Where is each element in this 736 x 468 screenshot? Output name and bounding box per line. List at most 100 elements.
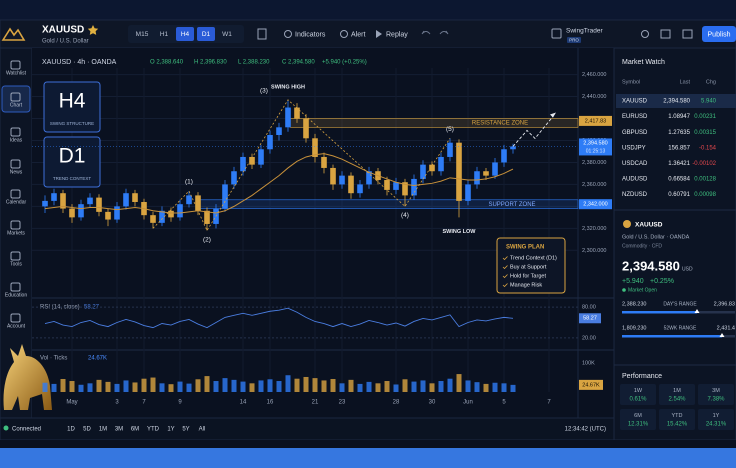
redo-icon[interactable]	[439, 30, 449, 35]
sidebar-icon	[10, 251, 21, 261]
volume-bar	[240, 381, 246, 392]
rsi-title: RSI (14, close)	[40, 305, 80, 311]
camera-icon[interactable]	[660, 29, 671, 39]
volume-value: 24.67K	[88, 356, 107, 362]
candle-body	[78, 204, 84, 218]
candle-body	[69, 208, 75, 218]
range-high: 2,431.4	[717, 325, 735, 331]
zone-price-label: 2,342.000	[583, 202, 607, 208]
range-button[interactable]: 5D	[83, 427, 91, 433]
sidebar-label[interactable]: Markets	[7, 230, 25, 236]
performance-cell	[620, 384, 656, 405]
wave-label: (1)	[185, 179, 193, 186]
sidebar-label[interactable]: News	[10, 169, 23, 175]
chart-title: XAUUSD · 4h · OANDA	[42, 59, 117, 66]
sidebar-icon	[10, 189, 21, 199]
range-button[interactable]: 3M	[115, 427, 123, 433]
volume-bar	[510, 384, 516, 392]
zone-price-tag	[579, 115, 612, 126]
candle-body	[168, 210, 174, 218]
detail-change-pct: +0.25%	[650, 278, 674, 285]
volume-bar	[348, 379, 354, 392]
column-header: Last	[680, 79, 691, 85]
candle-body	[366, 171, 372, 185]
volume-bar	[114, 383, 120, 392]
range-button[interactable]: 5Y	[182, 427, 189, 433]
range-high: 2,396.83	[714, 301, 735, 307]
timeframe-button[interactable]	[176, 27, 194, 41]
sidebar-label[interactable]: Tools	[10, 261, 22, 267]
settings-icon[interactable]	[641, 30, 649, 38]
timeframe-label[interactable]: D1	[202, 31, 211, 38]
x-tick-label: 21	[312, 400, 319, 406]
undo-icon[interactable]	[421, 30, 431, 35]
rsi-line	[44, 307, 514, 329]
swing-label: SWING HIGH	[271, 84, 305, 90]
toolbar-button[interactable]: Replay	[386, 31, 408, 38]
range-button[interactable]: 1M	[99, 427, 107, 433]
candle-body	[51, 193, 57, 201]
range-title: 52WK RANGE	[664, 325, 697, 331]
check-icon	[502, 256, 508, 261]
y-tick-label: 2,440.000	[582, 94, 606, 100]
timeframe-label[interactable]: H1	[160, 31, 169, 38]
sidebar-label[interactable]: Account	[7, 323, 26, 329]
candle-body	[177, 204, 183, 218]
candle-body	[402, 182, 408, 196]
range-button[interactable]: 1D	[67, 427, 75, 433]
wave-label: (2)	[203, 236, 211, 243]
sidebar-label[interactable]: Watchlist	[6, 70, 27, 76]
watch-cell: 0.00315	[694, 130, 716, 136]
timeframe-label[interactable]: M15	[136, 31, 149, 38]
range-button[interactable]: 1Y	[167, 427, 174, 433]
range-button[interactable]: All	[199, 427, 206, 433]
candle-body	[465, 184, 471, 201]
toolbar-button[interactable]: Alert	[351, 31, 365, 38]
clock: 12:34:42 (UTC)	[565, 427, 606, 433]
sidebar-label[interactable]: Chart	[10, 102, 23, 108]
candle-body	[348, 175, 354, 194]
zone-price-tag	[579, 199, 612, 210]
zone-label: SUPPORT ZONE	[488, 202, 535, 208]
toolbar-button[interactable]: Indicators	[295, 31, 326, 38]
connection-dot	[3, 425, 9, 431]
range-button[interactable]: 6M	[131, 427, 139, 433]
volume-bar	[294, 378, 300, 392]
detail-currency: USD	[682, 266, 693, 272]
layout-icon[interactable]	[257, 28, 267, 40]
fullscreen-icon[interactable]	[682, 29, 693, 39]
account-name: SwingTrader	[566, 28, 603, 35]
timeframe-label[interactable]: W1	[222, 31, 232, 38]
performance-period: YTD	[672, 413, 683, 419]
x-tick-label: 16	[267, 400, 274, 406]
sidebar-label[interactable]: Education	[5, 292, 27, 298]
volume-bar	[438, 381, 444, 392]
candle-body	[42, 200, 48, 207]
volume-bar	[375, 383, 381, 392]
candle-body	[429, 164, 435, 172]
volume-bar	[357, 383, 363, 392]
volume-bar	[78, 384, 84, 392]
candle-body	[501, 149, 507, 163]
candle-body	[204, 210, 210, 224]
volume-bar	[429, 383, 435, 392]
range-button[interactable]: YTD	[147, 427, 160, 433]
publish-label[interactable]: Publish	[708, 31, 731, 38]
timeframe-button[interactable]	[197, 27, 215, 41]
candle-body	[222, 184, 228, 209]
sidebar-label[interactable]: Ideas	[10, 137, 23, 143]
publish-button[interactable]	[702, 26, 736, 42]
watch-cell: -0.154	[699, 145, 717, 151]
panel-title: Market Watch	[622, 59, 665, 66]
favorite-star[interactable]	[87, 25, 99, 35]
badge-title: H4	[59, 90, 86, 113]
sidebar-label[interactable]: Calendar	[6, 199, 27, 205]
performance-cell	[698, 384, 734, 405]
candle-body	[150, 215, 156, 223]
moving-average	[44, 153, 514, 214]
range-title: DAY'S RANGE	[663, 301, 697, 307]
watch-cell: EURUSD	[622, 114, 648, 120]
timeframe-label[interactable]: H4	[181, 31, 190, 38]
volume-bar	[186, 383, 192, 392]
candle-body	[339, 175, 345, 185]
